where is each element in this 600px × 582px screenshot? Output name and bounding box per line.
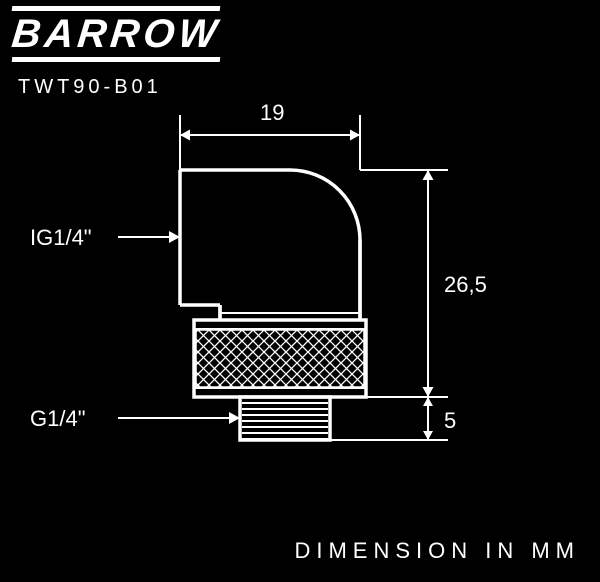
thread-stub bbox=[240, 397, 330, 440]
technical-drawing bbox=[0, 0, 600, 582]
knurl-band bbox=[194, 320, 366, 397]
dimension-lines bbox=[118, 115, 448, 440]
fitting-outline bbox=[180, 170, 360, 320]
